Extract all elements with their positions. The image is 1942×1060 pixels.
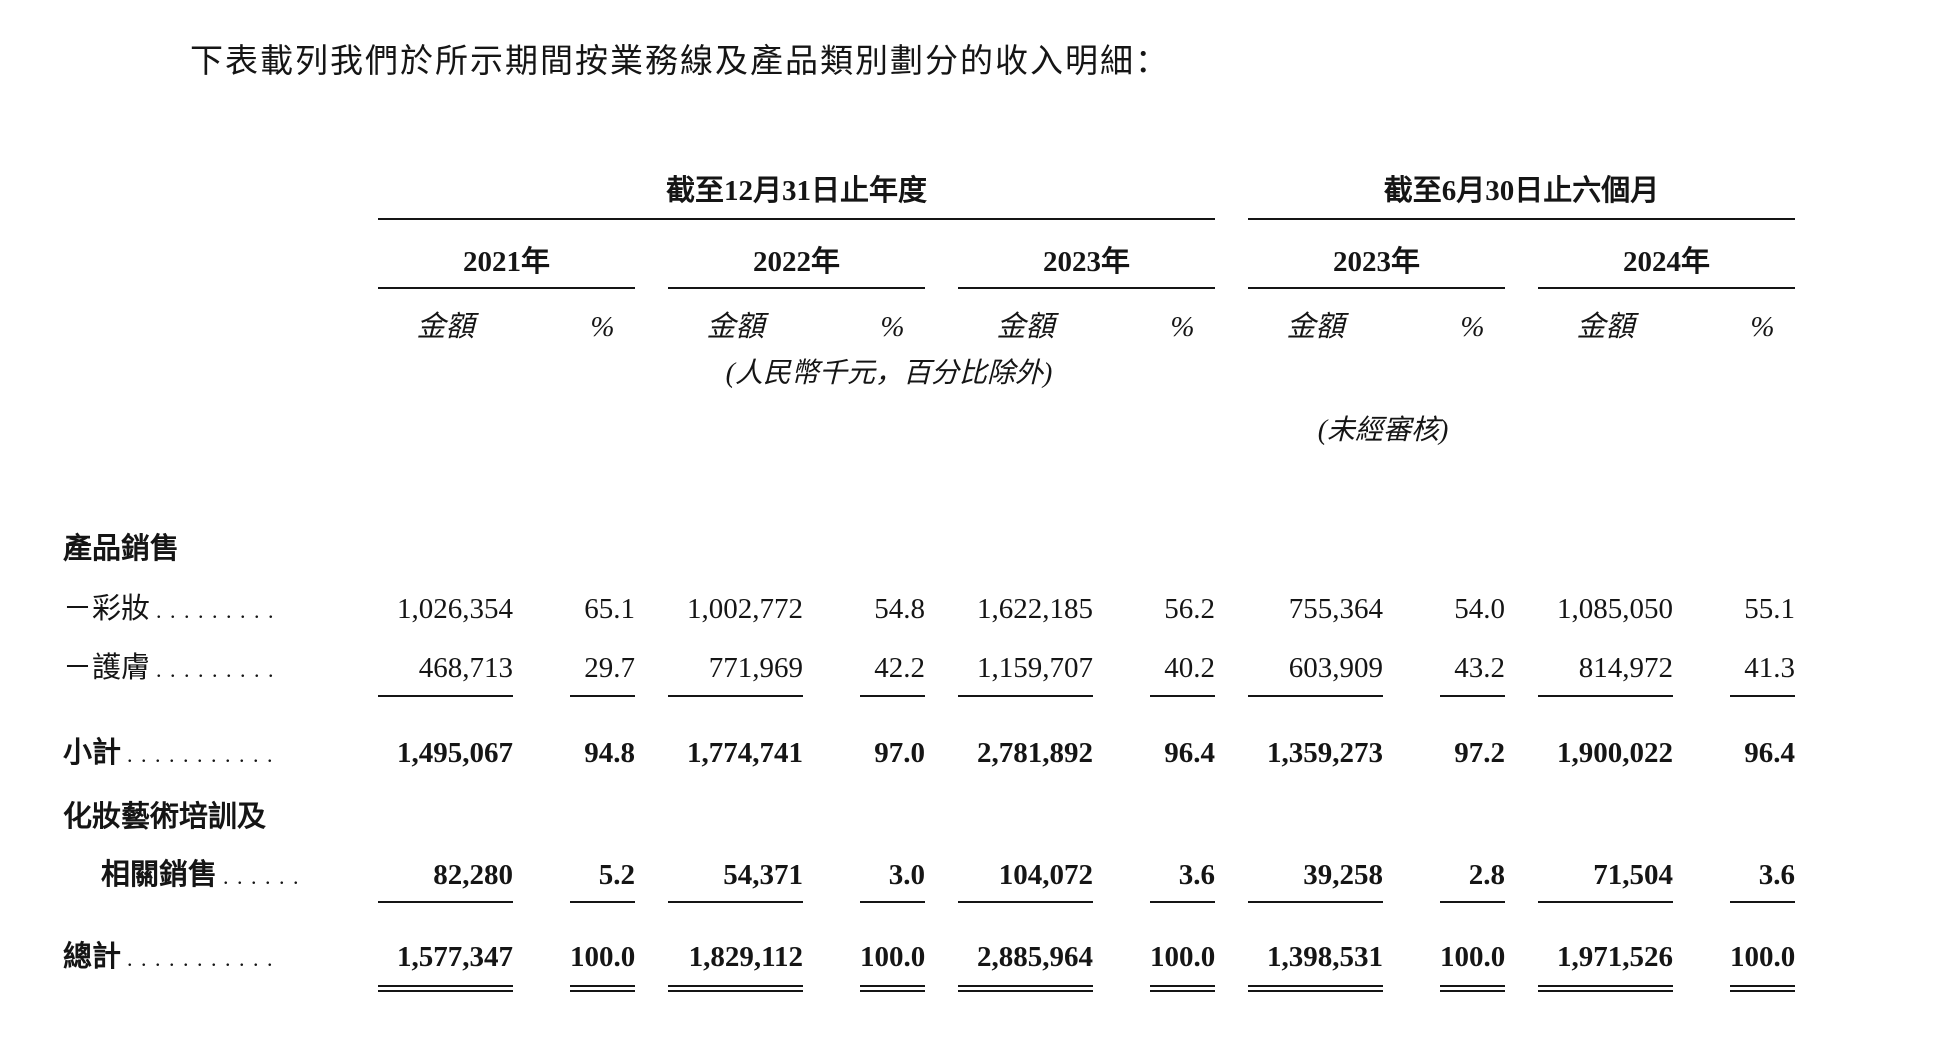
section-label: 化妝藝術培訓及	[63, 800, 267, 833]
row-label: －護膚	[63, 652, 151, 685]
amount-cell: 1,085,050	[1557, 592, 1674, 625]
leader-dots: . . . . . . . . .	[156, 657, 276, 683]
percent-cell: 5.2	[570, 857, 635, 904]
year-header-row: 2021年 2022年 2023年 2023年 2024年	[63, 220, 1828, 289]
leader-dots: . . . . . . . . . . .	[127, 742, 275, 768]
amount-cell: 54,371	[668, 857, 803, 904]
period-group-row: 截至12月31日止年度 截至6月30日止六個月	[63, 143, 1828, 220]
percent-cell: 40.2	[1150, 650, 1215, 698]
percent-cell: 56.2	[1164, 592, 1215, 625]
amount-cell: 1,774,741	[687, 737, 803, 770]
percent-cell: 41.3	[1730, 650, 1796, 698]
amount-cell: 1,359,273	[1267, 737, 1384, 770]
amount-cell: 82,280	[378, 857, 513, 904]
amount-cell: 603,909	[1248, 650, 1384, 698]
unaudited-note-row: (未經審核)	[63, 393, 1828, 449]
amount-cell: 1,622,185	[977, 592, 1093, 625]
table-row-color-cosmetics: －彩妝. . . . . . . . . 1,026,354 65.1 1,00…	[63, 569, 1828, 629]
period-group-header-fy: 截至12月31日止年度	[378, 173, 1216, 220]
percent-cell: 3.6	[1150, 857, 1215, 904]
year-header-2022: 2022年	[668, 244, 925, 289]
percent-cell: 43.2	[1440, 650, 1506, 698]
period-group-header-6m: 截至6月30日止六個月	[1248, 173, 1796, 220]
percent-cell: 42.2	[860, 650, 925, 698]
percent-cell: 97.0	[874, 737, 925, 770]
amount-column-header: 金額	[416, 310, 475, 343]
percent-cell: 100.0	[1440, 939, 1505, 993]
amount-cell: 2,781,892	[977, 737, 1093, 770]
percent-cell: 55.1	[1744, 592, 1796, 625]
column-header-row: 金額 % 金額 % 金額 % 金額 % 金額 %	[63, 289, 1828, 347]
amount-column-header: 金額	[706, 310, 765, 343]
percent-cell: 100.0	[860, 939, 925, 993]
leader-dots: . . . . . .	[223, 863, 301, 889]
percent-cell: 94.8	[584, 737, 635, 770]
amount-cell: 1,577,347	[378, 939, 513, 993]
amount-cell: 39,258	[1248, 857, 1384, 904]
amount-cell: 1,159,707	[958, 650, 1093, 698]
amount-column-header: 金額	[996, 310, 1055, 343]
unit-note-row: (人民幣千元，百分比除外)	[63, 346, 1828, 392]
percent-cell: 96.4	[1164, 737, 1215, 770]
amount-column-header: 金額	[1576, 310, 1635, 343]
leader-dots: . . . . . . . . . . .	[127, 946, 275, 972]
revenue-breakdown-table: 截至12月31日止年度 截至6月30日止六個月 2021年 2022年 2023…	[63, 143, 1828, 993]
amount-cell: 2,885,964	[958, 939, 1093, 993]
percent-column-header: %	[590, 310, 615, 343]
year-header-6m2023: 2023年	[1248, 244, 1506, 289]
amount-cell: 771,969	[668, 650, 803, 698]
percent-column-header: %	[1460, 310, 1485, 343]
table-row-total: 總計. . . . . . . . . . . 1,577,347 100.0 …	[63, 903, 1828, 993]
percent-cell: 97.2	[1454, 737, 1506, 770]
amount-cell: 755,364	[1288, 592, 1384, 625]
section-row-makeup-training: 化妝藝術培訓及	[63, 773, 1828, 837]
percent-cell: 29.7	[570, 650, 635, 698]
amount-cell: 104,072	[958, 857, 1093, 904]
percent-cell: 100.0	[1150, 939, 1215, 993]
percent-cell: 3.6	[1730, 857, 1796, 904]
percent-cell: 100.0	[1730, 939, 1795, 993]
year-header-6m2024: 2024年	[1538, 244, 1796, 289]
amount-cell: 71,504	[1538, 857, 1674, 904]
table-row-related-sales: 相關銷售. . . . . . 82,280 5.2 54,371 3.0 10…	[63, 837, 1828, 904]
row-label: 相關銷售	[101, 858, 218, 891]
amount-cell: 1,002,772	[687, 592, 803, 625]
amount-cell: 814,972	[1538, 650, 1674, 698]
amount-column-header: 金額	[1286, 310, 1345, 343]
table-row-skincare: －護膚. . . . . . . . . 468,713 29.7 771,96…	[63, 628, 1828, 698]
table-row-subtotal: 小計. . . . . . . . . . . 1,495,067 94.8 1…	[63, 697, 1828, 773]
year-header-2023: 2023年	[958, 244, 1216, 289]
percent-column-header: %	[1170, 310, 1195, 343]
amount-cell: 1,398,531	[1248, 939, 1384, 993]
unaudited-note: (未經審核)	[1317, 414, 1449, 446]
row-label: 小計	[63, 737, 122, 770]
percent-cell: 3.0	[860, 857, 925, 904]
intro-paragraph: 下表載列我們於所示期間按業務線及產品類別劃分的收入明細：	[190, 44, 1170, 80]
year-header-2021: 2021年	[378, 244, 635, 289]
section-label: 產品銷售	[63, 533, 180, 566]
percent-cell: 2.8	[1440, 857, 1506, 904]
amount-cell: 468,713	[378, 650, 513, 698]
section-row-product-sales: 產品銷售	[63, 449, 1828, 569]
percent-cell: 100.0	[570, 939, 635, 993]
percent-cell: 96.4	[1744, 737, 1796, 770]
row-label: 總計	[63, 941, 122, 974]
amount-cell: 1,026,354	[397, 592, 513, 625]
unit-note: (人民幣千元，百分比除外)	[725, 358, 1053, 390]
percent-cell: 65.1	[584, 592, 635, 625]
amount-cell: 1,900,022	[1557, 737, 1674, 770]
percent-column-header: %	[1750, 310, 1775, 343]
amount-cell: 1,971,526	[1538, 939, 1674, 993]
amount-cell: 1,829,112	[668, 939, 803, 993]
percent-column-header: %	[880, 310, 905, 343]
leader-dots: . . . . . . . . .	[156, 597, 276, 623]
percent-cell: 54.0	[1454, 592, 1506, 625]
percent-cell: 54.8	[874, 592, 925, 625]
amount-cell: 1,495,067	[397, 737, 513, 770]
row-label: －彩妝	[63, 592, 151, 625]
